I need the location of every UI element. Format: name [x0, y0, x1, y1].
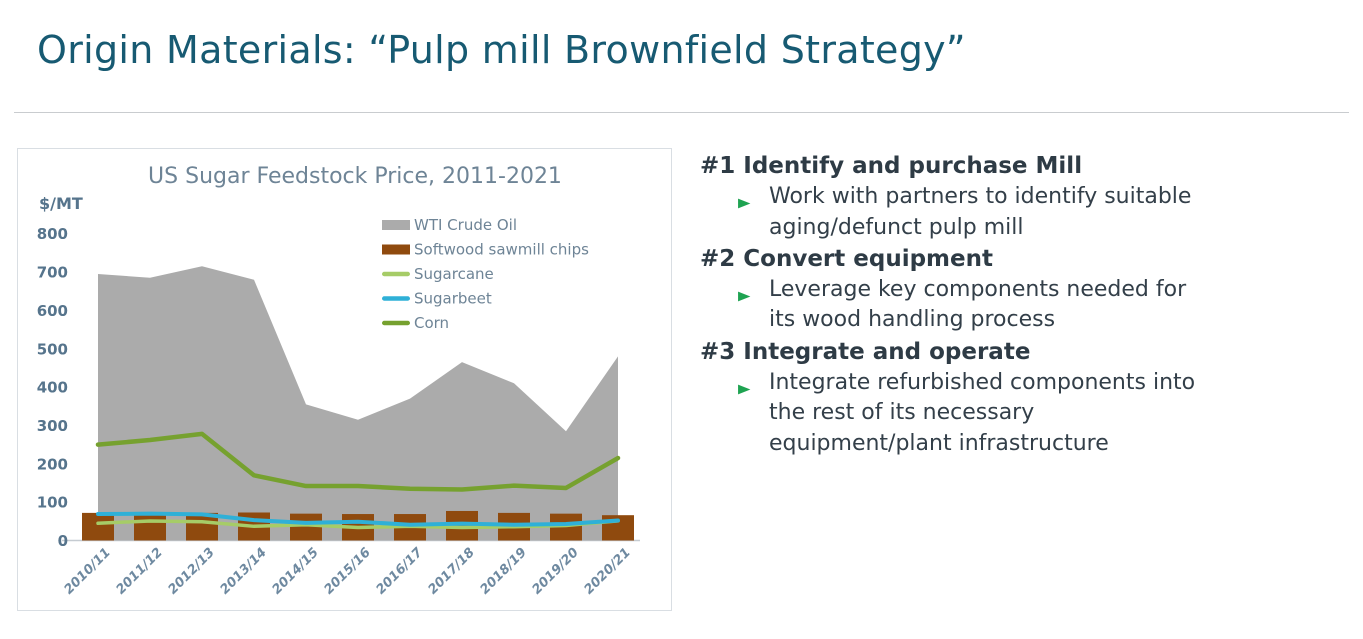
y-tick-label: 700: [37, 264, 68, 282]
y-tick-label: 500: [37, 340, 68, 358]
x-axis-label: 2016/17: [373, 545, 426, 598]
strategy-bullet-text: Work with partners to identify suitable …: [769, 184, 1192, 240]
x-axis-label: 2011/12: [113, 545, 165, 597]
strategy-list: #1 Identify and purchase Mill Work with p…: [700, 150, 1320, 459]
y-tick-label: 800: [37, 225, 68, 243]
y-tick-label: 100: [37, 494, 68, 512]
strategy-item-1: #1 Identify and purchase Mill Work with p…: [700, 150, 1320, 243]
legend-swatch: [382, 296, 410, 301]
legend-item-wti-crude-oil: WTI Crude Oil: [382, 216, 517, 234]
strategy-bullet: Work with partners to identify suitable …: [737, 182, 1320, 243]
legend-item-sugarcane: Sugarcane: [382, 265, 494, 283]
chart-panel: US Sugar Feedstock Price, 2011-2021 $/MT 8…: [17, 148, 672, 611]
corn-line: [95, 431, 621, 492]
x-axis-label: 2017/18: [425, 545, 477, 597]
strategy-heading: #3 Integrate and operate: [700, 338, 1031, 365]
legend-item-softwood-sawmill-chips: Softwood sawmill chips: [382, 241, 589, 259]
x-axis-label: 2019/20: [529, 545, 581, 597]
slide-title: Origin Materials: “Pulp mill Brownfield …: [37, 28, 966, 72]
softwood-sawmill-chips-bar: [82, 512, 114, 541]
y-tick-label: 0: [58, 532, 68, 550]
title-divider: [14, 112, 1349, 113]
y-axis-unit-label: $/MT: [39, 194, 83, 213]
wti-crude-oil-area: [98, 266, 618, 541]
softwood-sawmill-chips-bars: [82, 510, 634, 541]
strategy-item-3: #3 Integrate and operate Integrate refurb…: [700, 336, 1320, 459]
legend-item-sugarbeet: Sugarbeet: [382, 290, 492, 308]
arrow-bullet-icon: [737, 376, 752, 395]
strategy-heading: #2 Convert equipment: [700, 245, 993, 272]
legend-label: Corn: [414, 314, 449, 332]
sugarbeet-line: [96, 511, 620, 527]
legend-label: Sugarbeet: [414, 290, 492, 308]
x-axis-label: 2015/16: [321, 545, 373, 597]
y-tick-label: 400: [37, 379, 68, 397]
x-axis-label: 2010/11: [61, 545, 113, 597]
x-axis-label: 2014/15: [269, 545, 321, 597]
strategy-heading: #1 Identify and purchase Mill: [700, 153, 1083, 179]
x-axis-label: 2020/21: [581, 545, 633, 597]
y-tick-label: 300: [37, 417, 68, 435]
strategy-bullet-text: Leverage key components needed for its w…: [769, 277, 1187, 333]
legend-label: Softwood sawmill chips: [414, 241, 589, 259]
x-axis-label: 2012/13: [165, 545, 217, 597]
y-tick-label: 600: [37, 302, 68, 320]
arrow-bullet-icon: [737, 190, 752, 209]
x-axis-label: 2018/19: [477, 545, 529, 597]
legend-swatch: [382, 220, 410, 230]
legend-label: WTI Crude Oil: [414, 216, 517, 234]
strategy-bullet: Leverage key components needed for its w…: [737, 275, 1320, 336]
y-tick-label: 200: [37, 455, 68, 473]
x-axis-label: 2013/14: [217, 545, 269, 597]
legend-item-corn: Corn: [382, 314, 449, 332]
legend-swatch: [382, 244, 410, 255]
legend-swatch: [382, 271, 410, 277]
softwood-sawmill-chips-bar: [134, 512, 166, 541]
arrow-bullet-icon: [737, 283, 752, 302]
legend-label: Sugarcane: [414, 265, 494, 283]
strategy-bullet: Integrate refurbished components into th…: [737, 368, 1320, 459]
feedstock-price-chart: US Sugar Feedstock Price, 2011-2021 $/MT 8…: [37, 164, 640, 598]
strategy-item-2: #2 Convert equipment Leverage key compone…: [700, 243, 1320, 336]
legend-swatch: [382, 320, 410, 326]
chart-title: US Sugar Feedstock Price, 2011-2021: [148, 164, 562, 189]
strategy-bullet-text: Integrate refurbished components into th…: [769, 370, 1196, 456]
chart-legend: WTI Crude Oil Softwood sawmill chips Sugar…: [382, 216, 589, 332]
